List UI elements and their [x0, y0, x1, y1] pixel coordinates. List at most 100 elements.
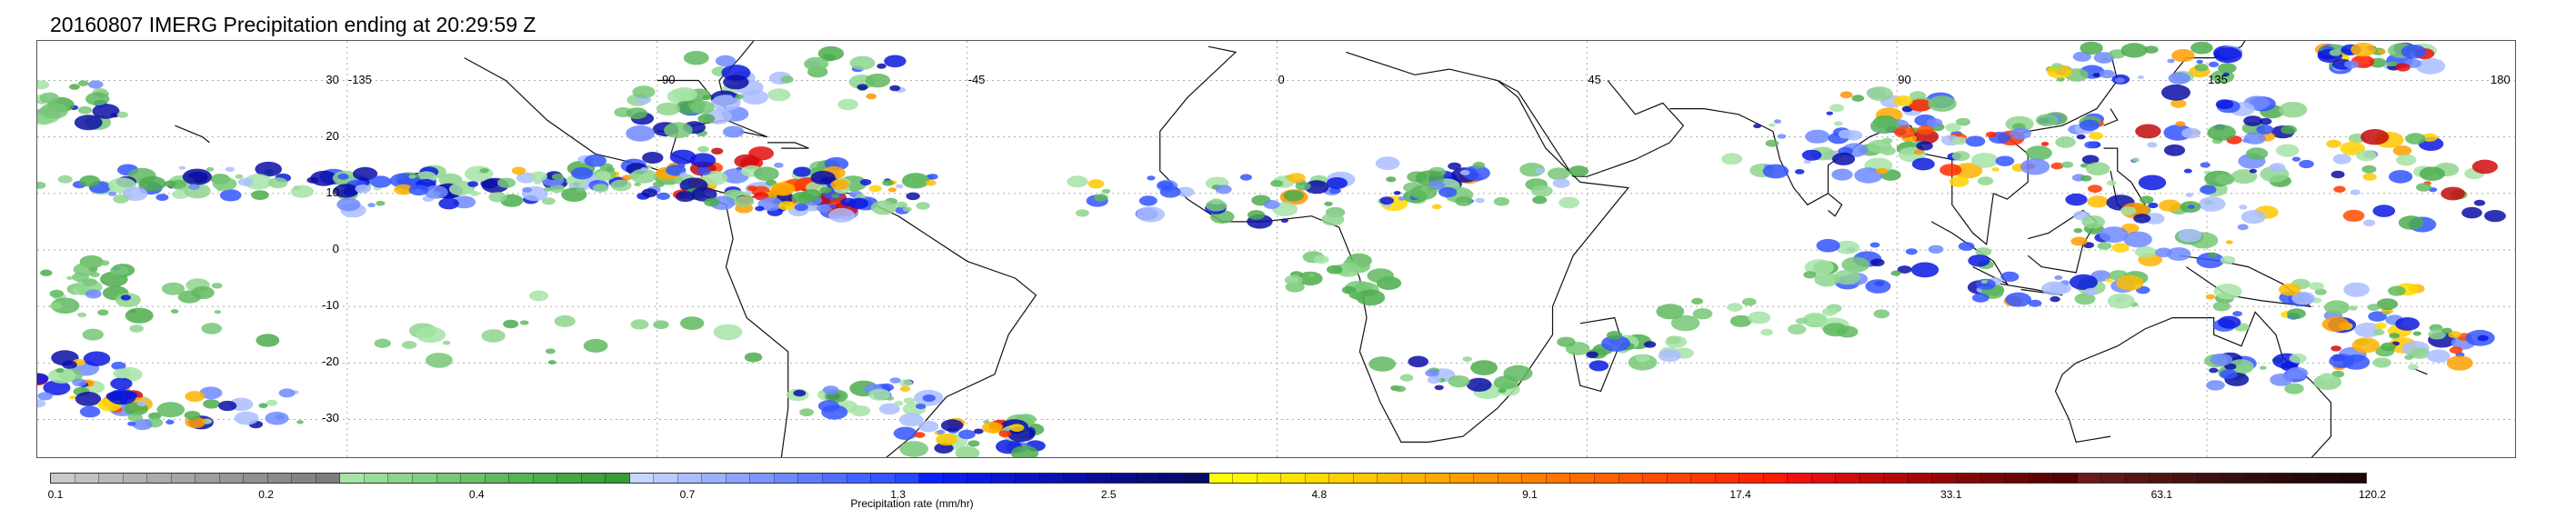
precip-cell — [182, 168, 212, 185]
precip-cell — [2360, 129, 2390, 145]
colorbar-tick-label: 9.1 — [1522, 488, 1538, 501]
precip-cell — [1803, 271, 1817, 279]
precip-cell — [1287, 173, 1306, 184]
colorbar-segment — [2077, 474, 2102, 483]
precip-cell — [1741, 297, 1757, 306]
precip-cell — [2081, 155, 2100, 165]
lat-label: 0 — [332, 242, 339, 255]
coastline — [2061, 311, 2332, 457]
precip-cell — [697, 114, 716, 124]
precip-cell — [723, 75, 749, 90]
precip-cell — [49, 302, 63, 310]
precip-cell — [37, 181, 46, 189]
precip-cell — [1831, 152, 1856, 165]
precip-cell — [2333, 185, 2346, 193]
precip-cell — [1870, 117, 1899, 135]
precip-cell — [2376, 298, 2399, 310]
precip-cell — [2080, 41, 2103, 55]
precip-cell — [138, 175, 166, 192]
precip-cell — [857, 84, 868, 91]
precip-cell — [2080, 163, 2089, 168]
precip-cell — [416, 326, 446, 344]
precip-cell — [2362, 173, 2377, 181]
precip-cell — [828, 205, 837, 209]
precip-cell — [697, 145, 709, 153]
precip-cell — [2232, 311, 2243, 317]
precip-cell — [2351, 337, 2381, 354]
precip-cell — [1589, 360, 1609, 372]
precip-cell — [77, 312, 87, 318]
colorbar-tick-label: 33.1 — [1940, 488, 1962, 501]
colorbar-segment — [726, 474, 751, 483]
precip-cell — [1284, 274, 1303, 285]
precip-cell — [2005, 292, 2032, 307]
precip-cell — [1367, 268, 1395, 284]
precip-cell — [1239, 174, 1252, 181]
precip-cell — [877, 63, 887, 69]
precip-cell — [1928, 95, 1957, 112]
precip-cell — [680, 316, 705, 330]
precip-cell — [2111, 243, 2130, 253]
colorbar-segment — [557, 474, 582, 483]
precip-cell — [902, 206, 912, 212]
colorbar-segment — [1908, 474, 1933, 483]
precip-cell — [37, 399, 46, 408]
precip-cell — [848, 197, 869, 209]
precip-cell — [156, 402, 185, 418]
precip-cell — [2276, 144, 2300, 157]
colorbar-segment — [1691, 474, 1716, 483]
colorbar-segment — [2005, 474, 2030, 483]
precip-cell — [85, 92, 110, 106]
precip-cell — [1795, 317, 1808, 324]
precip-cell — [664, 122, 693, 139]
precip-cell — [132, 418, 153, 431]
precip-cell — [136, 400, 147, 407]
precip-cell — [940, 419, 964, 432]
precip-cell — [69, 84, 80, 90]
precip-cell — [2144, 45, 2159, 54]
precip-cell — [917, 420, 939, 433]
precip-cell — [2070, 236, 2088, 246]
precip-cell — [2123, 231, 2152, 248]
precip-cell — [2099, 226, 2129, 243]
precip-cell — [1248, 210, 1266, 220]
precip-cell — [519, 320, 529, 325]
precip-cell — [1356, 289, 1386, 306]
colorbar-segment — [316, 474, 341, 483]
colorbar-segment — [2173, 474, 2199, 483]
precip-cell — [1721, 153, 1743, 165]
precip-cell — [1393, 191, 1401, 195]
precip-cell — [306, 176, 319, 184]
colorbar-segment — [123, 474, 148, 483]
precip-cell — [1665, 335, 1688, 348]
colorbar-segment — [1643, 474, 1668, 483]
colorbar-segment — [1160, 474, 1185, 483]
precip-cell — [2367, 304, 2381, 311]
precip-cell — [2213, 284, 2242, 300]
colorbar-segment — [919, 474, 944, 483]
precip-cell — [837, 98, 858, 111]
precip-cell — [1348, 291, 1363, 299]
precip-cell — [983, 420, 990, 424]
precip-cell — [369, 175, 392, 188]
precip-cell — [219, 189, 242, 202]
precip-cell — [178, 165, 186, 170]
precip-cell — [1821, 307, 1838, 316]
precip-cell — [734, 195, 755, 207]
precip-cell — [697, 167, 711, 175]
precip-cell — [642, 152, 664, 164]
colorbar-title: Precipitation rate (mm/hr) — [850, 497, 974, 510]
precip-cell — [2076, 134, 2086, 140]
precip-cell — [2329, 354, 2355, 369]
colorbar-segment — [967, 474, 992, 483]
precip-cell — [50, 297, 80, 314]
precip-cell — [2249, 168, 2258, 174]
precip-cell — [1295, 182, 1311, 191]
precip-cell — [626, 107, 648, 119]
precip-cell — [278, 388, 296, 398]
precip-cell — [2028, 299, 2042, 307]
precip-cell — [2055, 136, 2076, 148]
precip-cell — [2299, 159, 2314, 169]
precip-cell — [2446, 355, 2473, 371]
graticule — [37, 41, 2515, 457]
